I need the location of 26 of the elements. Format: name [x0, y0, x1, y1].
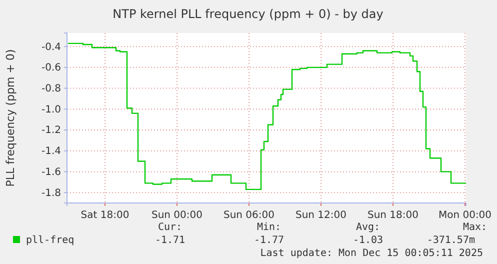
text: -1.77: [254, 235, 284, 246]
y-tick-label: -1.0: [41, 104, 61, 116]
y-tick-label: -0.6: [41, 62, 61, 74]
y-tick-label: -1.4: [41, 146, 61, 158]
y-tick-label: -1.8: [41, 188, 61, 199]
x-tick-label: Mon 00:00: [438, 210, 492, 221]
text: -371.57m: [426, 235, 475, 246]
y-tick-label: -1.2: [41, 125, 61, 136]
text: Max:: [462, 222, 488, 233]
x-tick-label: Sun 12:00: [295, 210, 347, 221]
x-tick-label: Sun 00:00: [151, 210, 203, 221]
y-tick-label: -0.4: [41, 42, 61, 53]
legend-label: pll-freq: [26, 235, 74, 246]
text: Avg:: [356, 222, 380, 233]
y-axis-title: PLL frequency (ppm + 0): [4, 49, 17, 187]
y-tick-label: -1.6: [41, 166, 61, 178]
y-tick-label: -0.8: [41, 83, 61, 94]
text: -1.03: [352, 235, 384, 246]
chart-title: NTP kernel PLL frequency (ppm + 0) - by day: [112, 7, 384, 21]
text: Min:: [256, 222, 282, 233]
x-tick-label: Sun 18:00: [367, 210, 419, 221]
text: -1.71: [154, 235, 186, 246]
x-tick-label: Sat 18:00: [80, 210, 130, 221]
text: Last update: Mon Dec 15 00:05:11 2025: [260, 248, 483, 259]
text: Cur:: [158, 222, 182, 233]
x-tick-label: Sun 06:00: [223, 210, 275, 221]
